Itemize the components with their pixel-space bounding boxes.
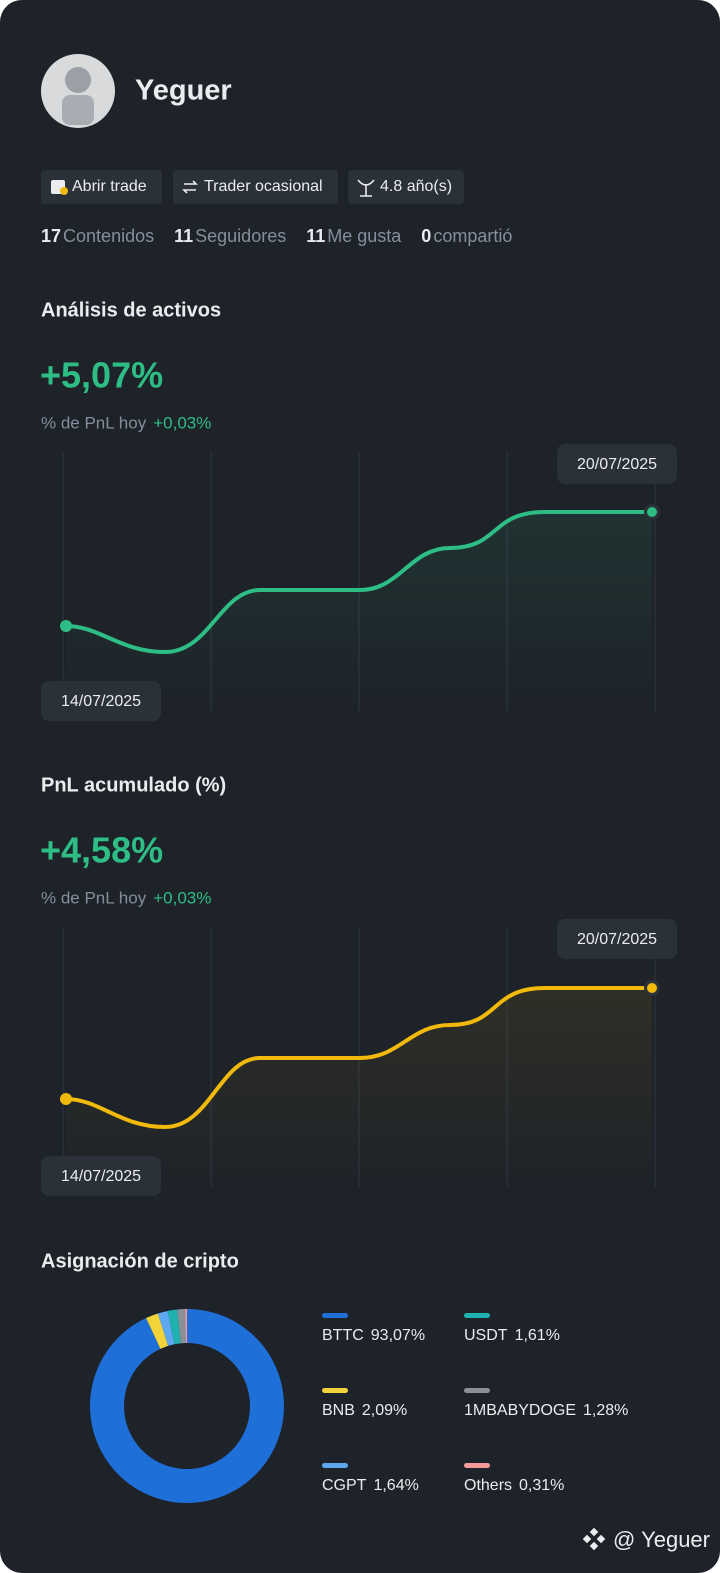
- pnl-value: +5,07%: [40, 355, 163, 396]
- line: [65, 986, 652, 1130]
- legend-swatch: [322, 1313, 348, 1318]
- area: [66, 988, 652, 1187]
- stat-value: 11: [174, 226, 193, 246]
- badge[interactable]: [173, 170, 338, 204]
- pnl-value: +4,58%: [40, 830, 163, 871]
- logo: [582, 1527, 606, 1551]
- legend-label: CGPT: [322, 1477, 367, 1494]
- section-title: PnL acumulado (%): [41, 774, 226, 796]
- donut: [90, 1308, 285, 1503]
- stat-value: 11: [306, 226, 325, 246]
- date-tag: [557, 444, 677, 484]
- date-tag: [557, 919, 677, 959]
- stats: 17 Contenidos 11 Seguidores 11 Me gusta 0 compa…: [41, 226, 512, 246]
- end-date: 20/07/2025: [577, 456, 657, 473]
- badge-label: 4.8 año(s): [380, 178, 452, 195]
- donut-slice: [185, 1308, 187, 1344]
- section-title: Análisis de activos: [41, 299, 221, 321]
- badge-icon: [357, 179, 375, 197]
- badge-icon: [182, 180, 198, 194]
- badge[interactable]: [348, 170, 464, 204]
- stat-value: 17: [41, 226, 61, 246]
- legend: BTTC 93,07% BNB 2,09% CGPT 1,64% USDT 1,61% 1MBA…: [322, 1313, 628, 1494]
- legend-value: 0,31%: [519, 1477, 564, 1494]
- legend-swatch: [464, 1388, 490, 1393]
- donut-slice: [177, 1309, 186, 1344]
- legend-label: Others: [464, 1477, 512, 1494]
- pnl-change: +0,03%: [153, 413, 211, 432]
- donut-slice: [167, 1309, 181, 1345]
- badge-label: Trader ocasional: [204, 178, 323, 195]
- area: [66, 512, 652, 712]
- line: [65, 510, 652, 655]
- donut-slice: [90, 1309, 285, 1503]
- legend-label: BNB: [322, 1402, 355, 1419]
- donut-slice: [146, 1313, 169, 1349]
- pnl-subtitle: % de PnL hoy: [41, 413, 147, 432]
- legend-value: 93,07%: [371, 1327, 425, 1344]
- stat-value: 0: [421, 226, 431, 246]
- start-date: 14/07/2025: [61, 1168, 141, 1185]
- legend-swatch: [464, 1463, 490, 1468]
- avatar-body: [62, 95, 94, 125]
- legend-value: 1,64%: [373, 1477, 418, 1494]
- legend-label: BTTC: [322, 1327, 364, 1344]
- point: [60, 1093, 72, 1105]
- legend-value: 1,61%: [515, 1327, 560, 1344]
- stat-label: compartió: [433, 226, 512, 246]
- point: [60, 620, 72, 632]
- legend-label: USDT: [464, 1327, 508, 1344]
- start-date: 14/07/2025: [61, 693, 141, 710]
- date-tag: [41, 681, 161, 721]
- point: [647, 507, 657, 517]
- pnl-subtitle: % de PnL hoy: [41, 888, 147, 907]
- watermark: @ Yeguer: [613, 1527, 710, 1552]
- profile-name: Yeguer: [135, 75, 232, 107]
- point: [647, 983, 657, 993]
- legend-swatch: [464, 1313, 490, 1318]
- legend-swatch: [322, 1463, 348, 1468]
- pnl-change: +0,03%: [153, 888, 211, 907]
- legend-value: 1,28%: [583, 1402, 628, 1419]
- legend-value: 2,09%: [362, 1402, 407, 1419]
- stat-label: Contenidos: [63, 226, 154, 246]
- section-title: Asignación de cripto: [41, 1250, 239, 1272]
- badge-label: Abrir trade: [72, 178, 147, 195]
- legend-label: 1MBABYDOGE: [464, 1402, 576, 1419]
- legend-swatch: [322, 1388, 348, 1393]
- stat-label: Me gusta: [327, 226, 402, 246]
- badge-icon: [60, 187, 68, 195]
- stat-label: Seguidores: [195, 226, 286, 246]
- badges: Abrir trade Trader ocasional 4.8 año(s): [41, 170, 464, 204]
- date-tag: [41, 1156, 161, 1196]
- end-date: 20/07/2025: [577, 931, 657, 948]
- donut-slice: [157, 1310, 175, 1346]
- avatar-head: [65, 67, 91, 93]
- badge[interactable]: [41, 170, 162, 204]
